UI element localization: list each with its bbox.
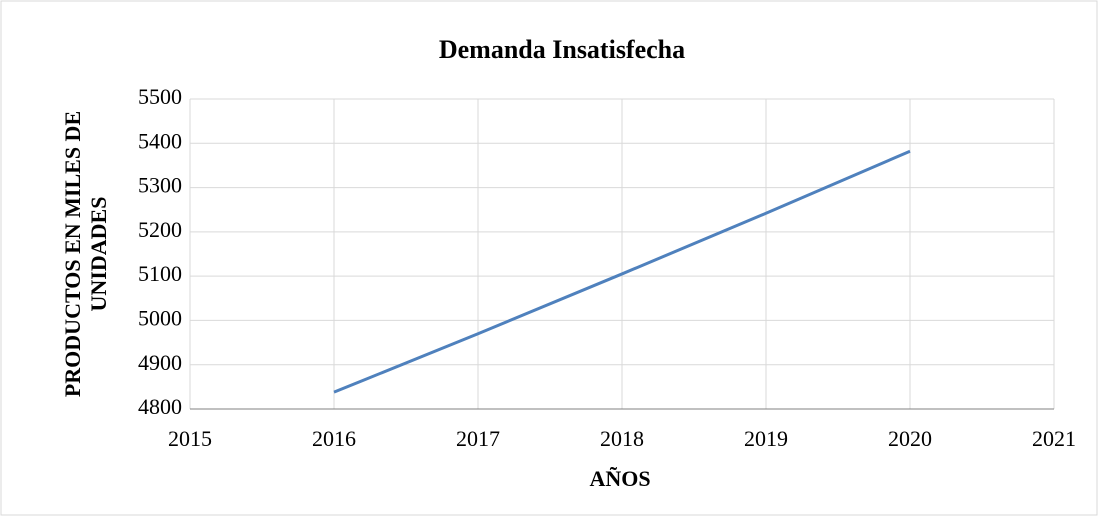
x-tick-label: 2021 [1032,426,1076,451]
y-tick-label: 5400 [138,128,182,153]
y-tick-label: 5100 [138,261,182,286]
x-tick-label: 2018 [600,426,644,451]
y-tick-label: 4900 [138,350,182,375]
x-tick-label: 2017 [456,426,500,451]
y-tick-label: 4800 [138,394,182,419]
x-tick-label: 2015 [168,426,212,451]
y-tick-label: 5500 [138,84,182,109]
y-tick-label: 5300 [138,173,182,198]
chart-title: Demanda Insatisfecha [439,35,685,64]
x-tick-label: 2020 [888,426,932,451]
y-tick-label: 5000 [138,305,182,330]
x-tick-label: 2016 [312,426,356,451]
y-axis-label: PRODUCTOS EN MILES DE UNIDADES [60,110,111,398]
line-series [333,149,911,394]
chart-border [0,0,1098,516]
x-tick-label: 2019 [744,426,788,451]
x-axis-label: AÑOS [589,466,650,491]
y-tick-label: 5200 [138,217,182,242]
